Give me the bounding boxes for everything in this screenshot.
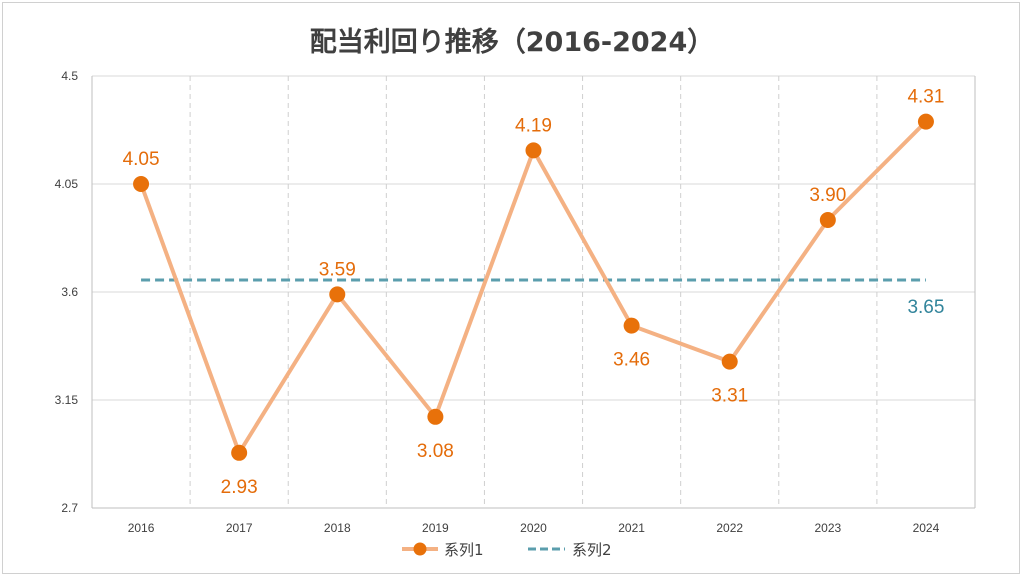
series-1-point [623, 317, 640, 334]
series-1-data-label: 4.19 [515, 115, 552, 136]
x-tick-label: 2020 [520, 521, 547, 535]
series-1-line [139, 120, 928, 455]
chart-title: 配当利回り推移（2016-2024） [309, 27, 715, 58]
x-tick-label: 2016 [128, 521, 155, 535]
x-tick-label: 2024 [913, 521, 940, 535]
series-1-point [427, 408, 444, 425]
legend-series-1-marker [413, 542, 427, 556]
y-tick-label: 4.5 [61, 69, 78, 83]
series-1-point [329, 286, 346, 303]
series-1-data-label: 2.93 [221, 477, 258, 498]
series-1-point [525, 142, 542, 159]
x-tick-label: 2022 [716, 521, 743, 535]
series-1-point [231, 444, 248, 461]
series-1-point [819, 212, 836, 228]
x-tick-label: 2018 [324, 521, 351, 535]
y-tick-label: 3.6 [61, 285, 78, 299]
series-1-data-label: 3.46 [613, 350, 650, 371]
x-tick-label: 2021 [618, 521, 645, 535]
y-tick-label: 2.7 [61, 501, 78, 515]
legend-series-2-label: 系列2 [572, 541, 612, 559]
series-1-data-label: 3.59 [319, 259, 356, 280]
series-1-point [133, 176, 150, 192]
series-1-point [721, 353, 738, 370]
series-1-point [917, 113, 934, 130]
x-tick-label: 2017 [226, 521, 253, 535]
x-tick-label: 2019 [422, 521, 449, 535]
series-2-data-label: 3.65 [907, 297, 944, 318]
series-1-data-label: 3.08 [417, 441, 454, 462]
legend-series-1-label: 系列1 [444, 541, 484, 559]
x-tick-label: 2023 [814, 521, 841, 535]
series-1-data-label: 3.31 [711, 386, 748, 407]
y-tick-label: 4.05 [55, 177, 79, 191]
series-1-data-label: 4.31 [907, 87, 944, 108]
series-1-data-label: 3.90 [809, 185, 846, 206]
series-1-data-label: 4.05 [123, 149, 160, 170]
y-tick-label: 3.15 [55, 393, 79, 407]
